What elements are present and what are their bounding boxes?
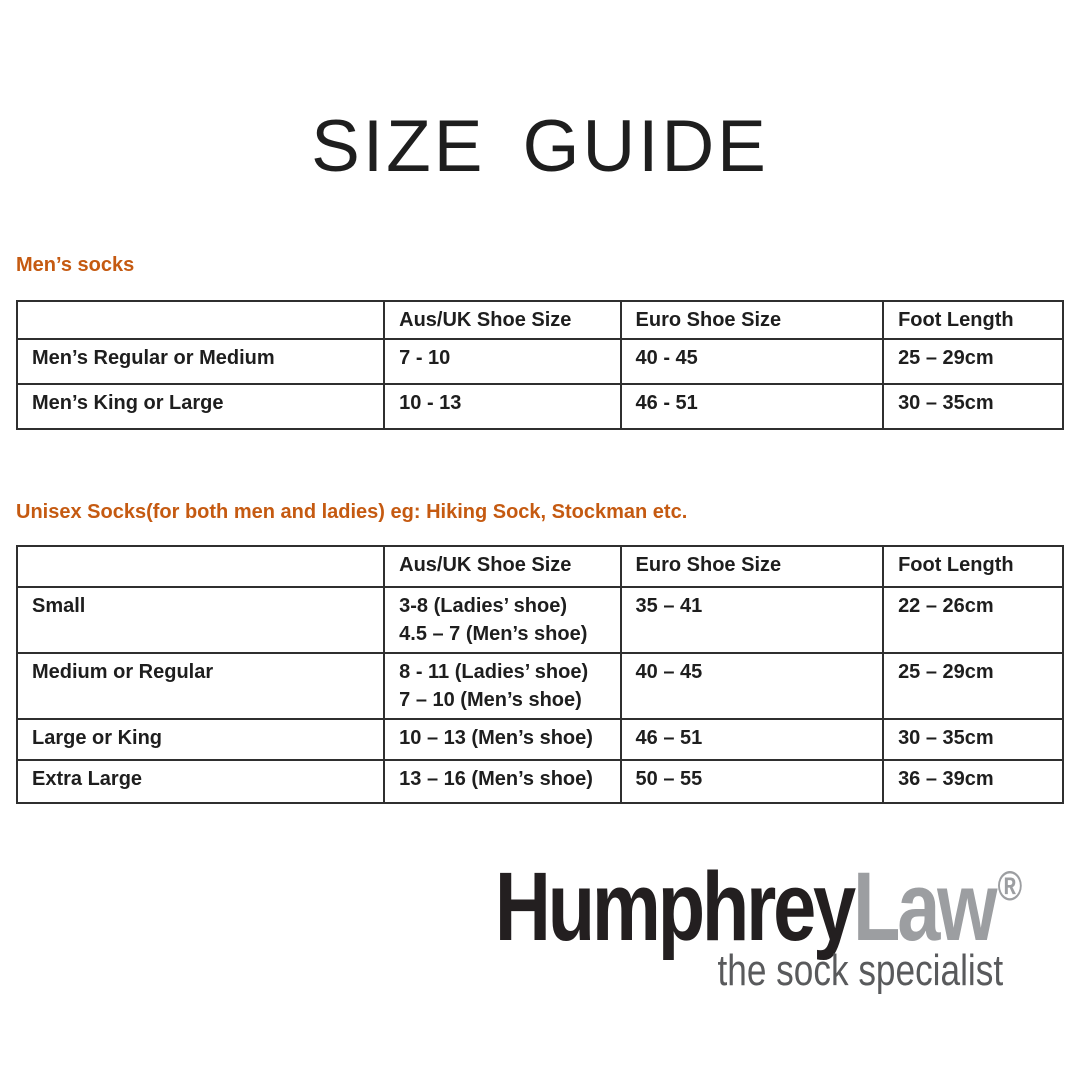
column-header-aus-uk: Aus/UK Shoe Size (383, 545, 622, 588)
column-header-euro: Euro Shoe Size (619, 300, 885, 340)
logo-wordmark: HumphreyLaw® the sock specialist (495, 858, 1022, 993)
row-label: Small (15, 586, 386, 654)
foot-length-cell: 30 – 35cm (882, 718, 1064, 761)
row-label: Men’s Regular or Medium (15, 338, 386, 385)
row-label: Medium or Regular (15, 652, 386, 720)
humphrey-law-logo: HumphreyLaw® the sock specialist (363, 858, 1022, 993)
unisex-socks-heading: Unisex Socks(for both men and ladies) eg… (16, 501, 688, 523)
table-header-row: Aus/UK Shoe Size Euro Shoe Size Foot Len… (15, 300, 1064, 340)
table-row: Men’s King or Large 10 - 13 46 - 51 30 –… (15, 383, 1064, 430)
euro-cell: 40 - 45 (619, 338, 885, 385)
euro-cell: 35 – 41 (619, 586, 885, 654)
aus-uk-cell: 13 – 16 (Men’s shoe) (383, 759, 622, 804)
logo-tagline: the sock specialist (717, 946, 1003, 995)
mens-socks-table: Aus/UK Shoe Size Euro Shoe Size Foot Len… (15, 300, 1064, 430)
aus-uk-cell: 7 - 10 (383, 338, 622, 385)
registered-trademark-icon: ® (997, 862, 1022, 909)
euro-cell: 50 – 55 (619, 759, 885, 804)
column-header-empty (15, 300, 386, 340)
page-title: SIZE GUIDE (311, 106, 769, 187)
table-row: Small 3-8 (Ladies’ shoe) 4.5 – 7 (Men’s … (15, 586, 1064, 654)
table-row: Men’s Regular or Medium 7 - 10 40 - 45 2… (15, 338, 1064, 385)
euro-cell: 40 – 45 (619, 652, 885, 720)
row-label: Large or King (15, 718, 386, 761)
foot-length-cell: 30 – 35cm (882, 383, 1064, 430)
aus-uk-cell: 10 - 13 (383, 383, 622, 430)
aus-uk-cell: 10 – 13 (Men’s shoe) (383, 718, 622, 761)
euro-cell: 46 – 51 (619, 718, 885, 761)
table-row: Medium or Regular 8 - 11 (Ladies’ shoe) … (15, 652, 1064, 720)
foot-length-cell: 36 – 39cm (882, 759, 1064, 804)
mens-socks-heading: Men’s socks (16, 254, 135, 276)
euro-cell: 46 - 51 (619, 383, 885, 430)
table-row: Extra Large 13 – 16 (Men’s shoe) 50 – 55… (15, 759, 1064, 804)
foot-length-cell: 22 – 26cm (882, 586, 1064, 654)
aus-uk-cell: 3-8 (Ladies’ shoe) 4.5 – 7 (Men’s shoe) (383, 586, 622, 654)
column-header-foot: Foot Length (882, 545, 1064, 588)
logo-humphrey-text: Humphrey (494, 852, 856, 961)
foot-length-cell: 25 – 29cm (882, 338, 1064, 385)
row-label: Men’s King or Large (15, 383, 386, 430)
column-header-empty (15, 545, 386, 588)
unisex-socks-table: Aus/UK Shoe Size Euro Shoe Size Foot Len… (15, 545, 1064, 804)
foot-length-cell: 25 – 29cm (882, 652, 1064, 720)
aus-uk-cell: 8 - 11 (Ladies’ shoe) 7 – 10 (Men’s shoe… (383, 652, 622, 720)
column-header-euro: Euro Shoe Size (619, 545, 885, 588)
row-label: Extra Large (15, 759, 386, 804)
column-header-foot: Foot Length (882, 300, 1064, 340)
table-header-row: Aus/UK Shoe Size Euro Shoe Size Foot Len… (15, 545, 1064, 588)
table-row: Large or King 10 – 13 (Men’s shoe) 46 – … (15, 718, 1064, 761)
logo-law-text: Law (852, 852, 998, 961)
column-header-aus-uk: Aus/UK Shoe Size (383, 300, 622, 340)
